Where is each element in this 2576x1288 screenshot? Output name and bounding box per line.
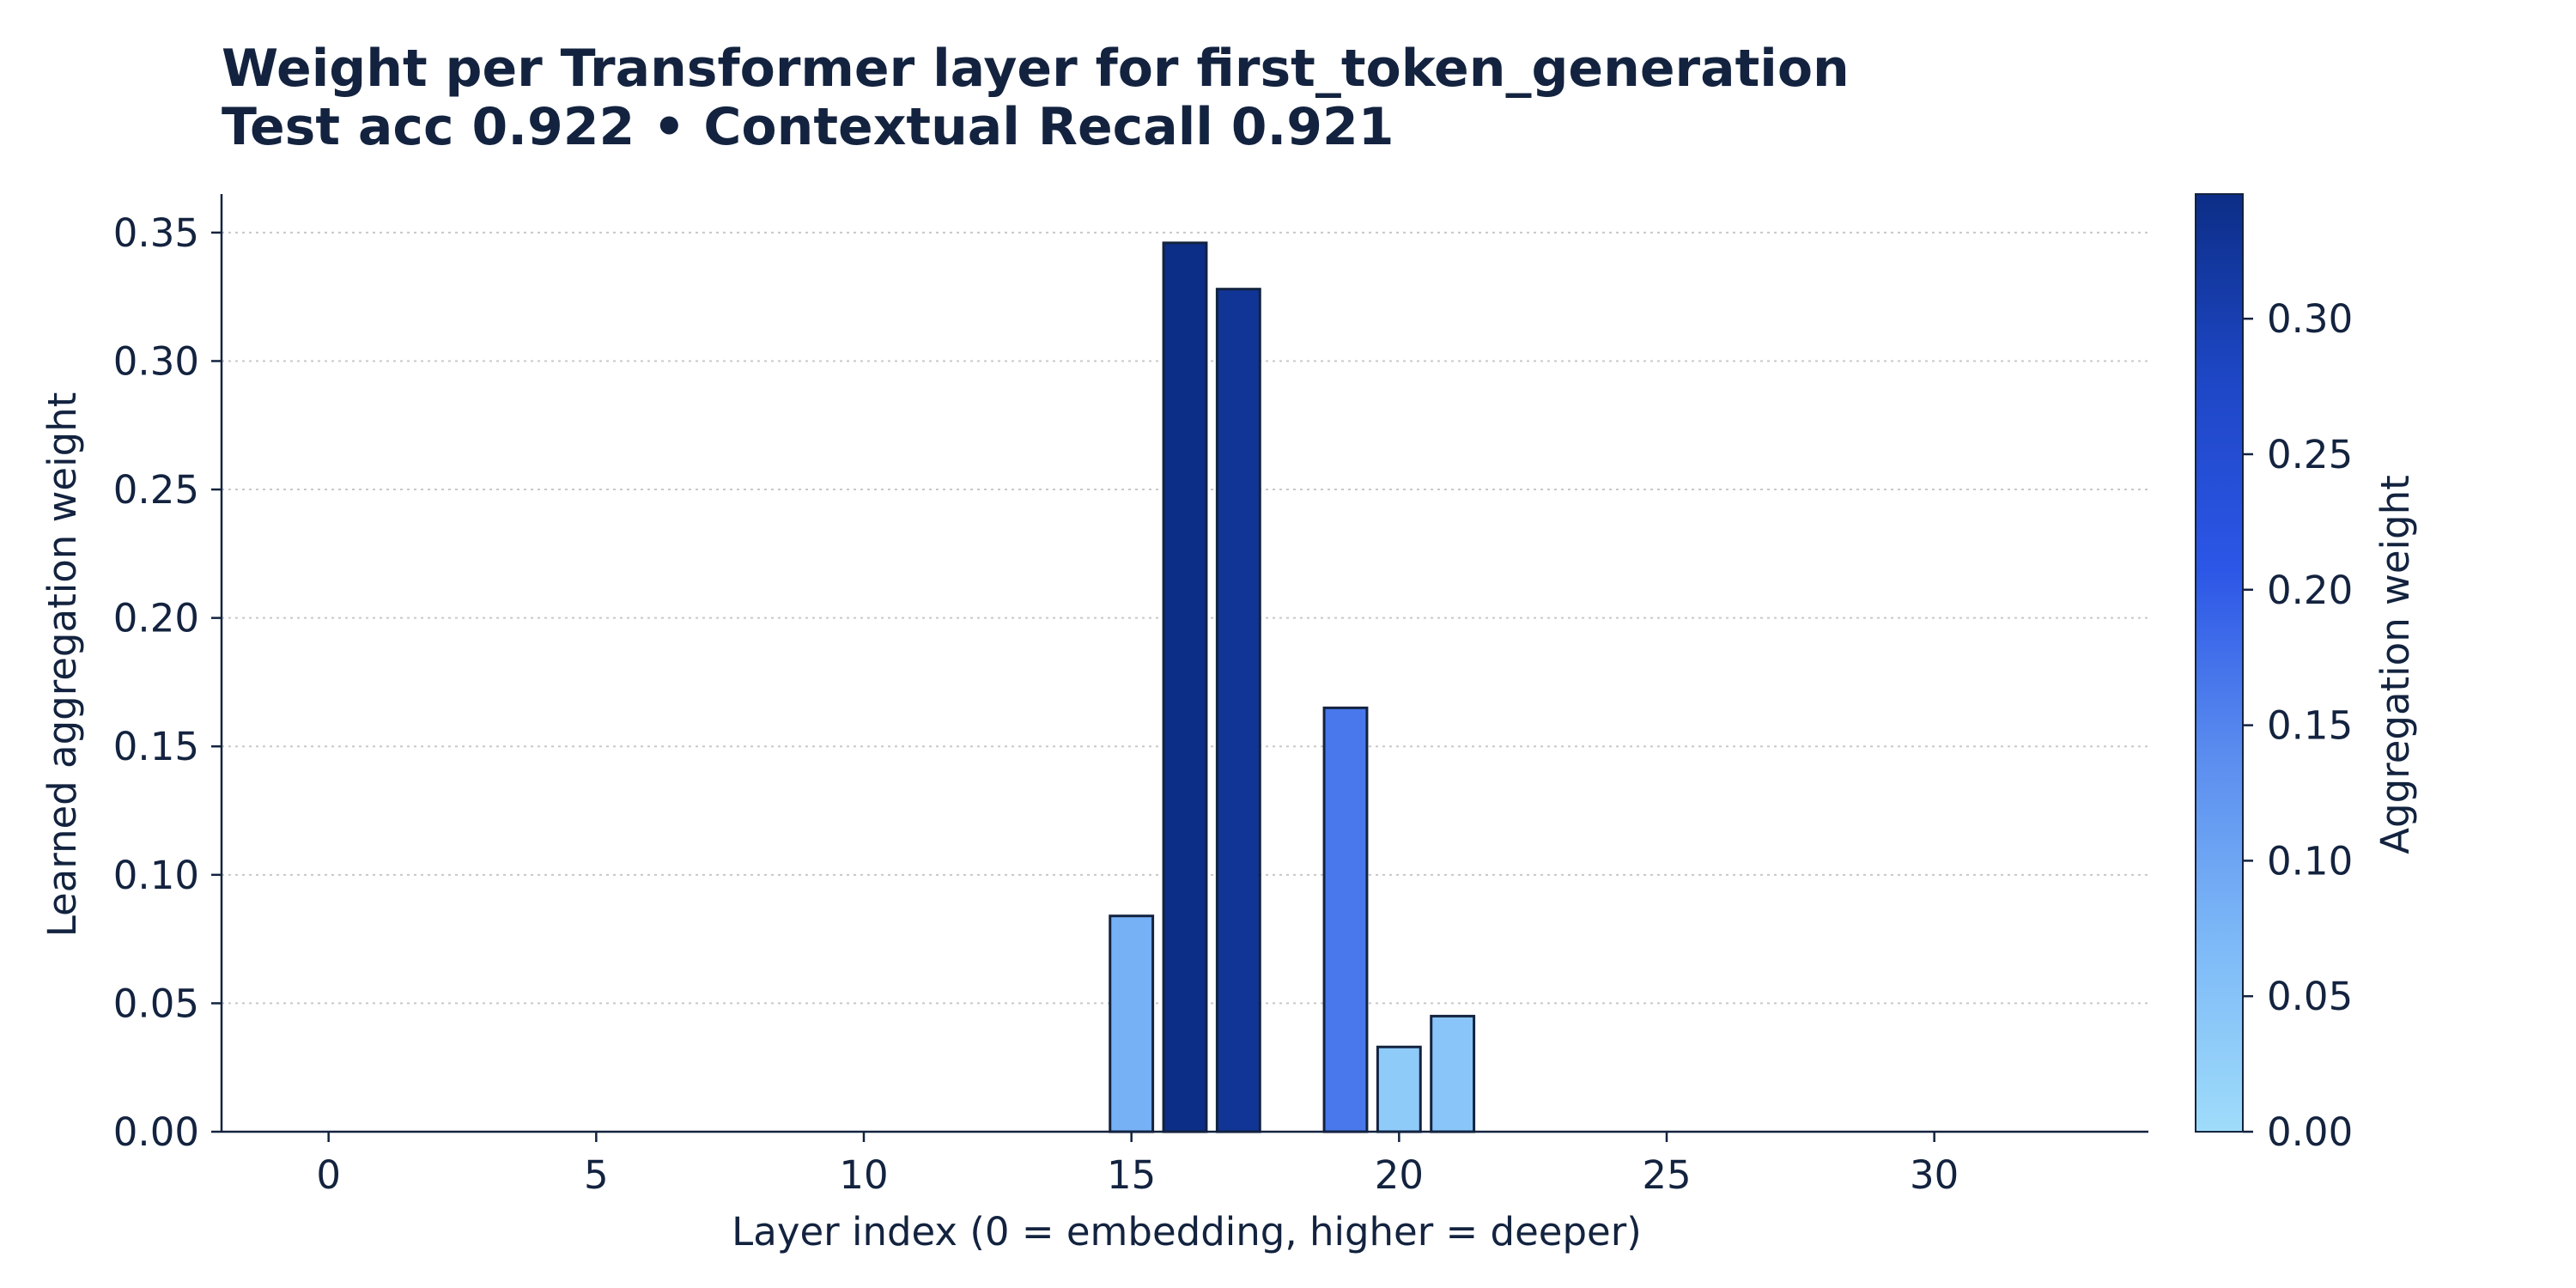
colorbar: [2195, 193, 2244, 1133]
colorbar-label: Aggregation weight: [2372, 475, 2418, 854]
x-tick-label: 25: [1642, 1152, 1691, 1198]
x-tick-label: 20: [1375, 1152, 1424, 1198]
y-tick-label: 0.00: [113, 1109, 199, 1155]
chart-subtitle: Test acc 0.922 • Contextual Recall 0.921: [222, 97, 1394, 157]
y-tick-label: 0.30: [113, 338, 199, 384]
y-tick-label: 0.25: [113, 467, 199, 513]
colorbar-tick-label: 0.25: [2267, 432, 2353, 477]
y-ticks: 0.00 0.05 0.10 0.15 0.20 0.25 0.30 0.35: [113, 210, 222, 1155]
x-tick-label: 15: [1107, 1152, 1156, 1198]
y-tick-label: 0.05: [113, 981, 199, 1026]
y-tick-label: 0.15: [113, 724, 199, 769]
colorbar-gradient: [2195, 193, 2244, 1133]
bar-layer-17: [1215, 288, 1261, 1133]
chart-title: Weight per Transformer layer for first_t…: [222, 39, 1850, 99]
y-axis-label: Learned aggregation weight: [39, 392, 85, 938]
bar-layer-15: [1109, 914, 1155, 1133]
y-tick-label: 0.10: [113, 853, 199, 898]
x-ticks: 0 5 10 15 20 25 30: [316, 1132, 1959, 1198]
bar-layer-16: [1162, 241, 1208, 1133]
x-tick-label: 10: [839, 1152, 888, 1198]
bars: [1109, 241, 1476, 1133]
bar-layer-21: [1430, 1014, 1476, 1133]
x-axis-label: Layer index (0 = embedding, higher = dee…: [732, 1209, 1642, 1255]
y-tick-label: 0.20: [113, 596, 199, 641]
colorbar-tick-label: 0.10: [2267, 838, 2353, 884]
colorbar-tick-label: 0.30: [2267, 296, 2353, 342]
colorbar-tick-label: 0.00: [2267, 1109, 2353, 1155]
x-tick-label: 0: [316, 1152, 341, 1198]
x-tick-label: 5: [584, 1152, 609, 1198]
colorbar-tick-label: 0.15: [2267, 703, 2353, 749]
x-tick-label: 30: [1910, 1152, 1959, 1198]
colorbar-ticks: 0.00 0.05 0.10 0.15 0.20 0.25 0.30: [2243, 296, 2353, 1155]
y-tick-label: 0.35: [113, 210, 199, 256]
colorbar-tick-label: 0.05: [2267, 974, 2353, 1019]
bar-layer-19: [1322, 706, 1369, 1133]
bar-layer-20: [1376, 1045, 1422, 1133]
colorbar-tick-label: 0.20: [2267, 568, 2353, 613]
axes: [220, 194, 2148, 1133]
